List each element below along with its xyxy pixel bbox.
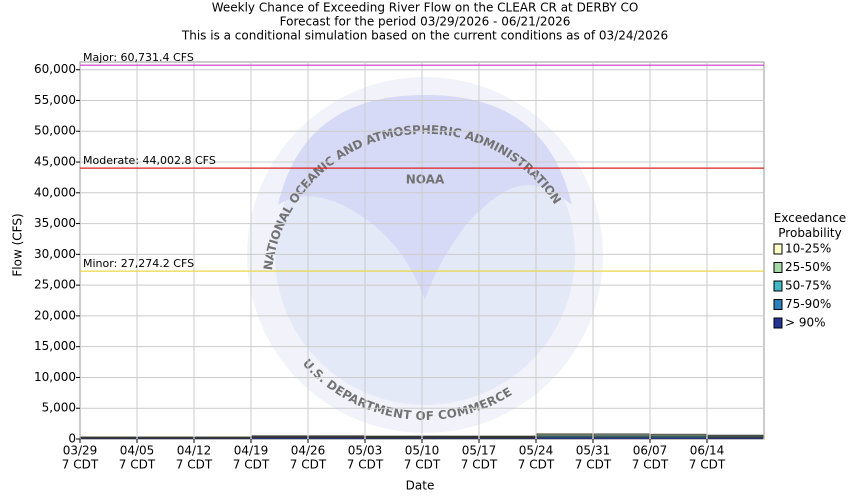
x-tick-label: 05/24 (519, 444, 554, 458)
x-tick-label: 04/12 (177, 444, 212, 458)
bar-segment (707, 434, 764, 436)
threshold-label: Minor: 27,274.2 CFS (83, 257, 194, 270)
x-tick-label: 7 CDT (347, 458, 384, 472)
subtitle: Forecast for the period 03/29/2026 - 06/… (280, 15, 571, 29)
bar-segment (479, 435, 536, 437)
bar-segment (650, 433, 707, 436)
x-tick-label: 7 CDT (632, 458, 669, 472)
legend-label: > 90% (785, 316, 826, 330)
x-tick-label: 05/31 (576, 444, 611, 458)
y-tick-label: 50,000 (34, 124, 76, 138)
bar-segment (422, 435, 479, 437)
threshold-label: Major: 60,731.4 CFS (83, 51, 194, 64)
bar-segment (308, 435, 365, 437)
x-tick-label: 06/07 (633, 444, 668, 458)
y-axis-label: Flow (CFS) (11, 213, 25, 276)
legend-label: 25-50% (785, 260, 831, 274)
y-tick-label: 15,000 (34, 339, 76, 353)
x-tick-label: 7 CDT (119, 458, 156, 472)
x-tick-label: 04/05 (120, 444, 155, 458)
bar-segment (593, 433, 650, 435)
y-tick-label: 45,000 (34, 155, 76, 169)
y-tick-label: 55,000 (34, 93, 76, 107)
legend-swatch (773, 299, 783, 310)
x-tick-label: 7 CDT (176, 458, 213, 472)
x-tick-label: 05/03 (348, 444, 383, 458)
y-tick-label: 10,000 (34, 370, 76, 384)
y-tick-label: 20,000 (34, 308, 76, 322)
x-tick-label: 7 CDT (575, 458, 612, 472)
subtitle: This is a conditional simulation based o… (181, 29, 668, 43)
bar-segment (80, 436, 137, 438)
bar-segment (536, 433, 593, 435)
x-tick-label: 7 CDT (290, 458, 327, 472)
legend-label: 10-25% (785, 242, 831, 256)
x-tick-label: 03/29 (63, 444, 98, 458)
x-tick-label: 05/17 (462, 444, 497, 458)
bar-segment (365, 435, 422, 437)
x-tick-label: 04/26 (291, 444, 326, 458)
y-tick-label: 5,000 (42, 401, 76, 415)
bar-segment (137, 436, 194, 438)
x-tick-label: 7 CDT (62, 458, 99, 472)
legend-swatch (773, 317, 783, 329)
legend-swatch (773, 280, 783, 292)
title: Weekly Chance of Exceeding River Flow on… (212, 1, 639, 15)
y-tick-label: 0 (68, 432, 76, 446)
watermark-logo: NOAA (406, 173, 445, 187)
y-tick-label: 35,000 (34, 216, 76, 230)
x-tick-label: 04/19 (234, 444, 269, 458)
watermark: NATIONAL OCEANIC AND ATMOSPHERIC ADMINIS… (247, 77, 603, 433)
x-tick-label: 7 CDT (404, 458, 441, 472)
legend-title: Exceedance Probability (773, 211, 847, 240)
y-tick-label: 25,000 (34, 278, 76, 292)
legend-label: 50-75% (785, 279, 831, 293)
x-tick-label: 05/10 (405, 444, 440, 458)
x-tick-label: 06/14 (690, 444, 725, 458)
bar-segment (251, 435, 308, 437)
bar-segment (194, 436, 251, 438)
legend-label: 75-90% (785, 297, 831, 311)
x-tick-label: 7 CDT (689, 458, 726, 472)
x-tick-label: 7 CDT (518, 458, 555, 472)
y-tick-label: 60,000 (34, 62, 76, 76)
x-tick-label: 7 CDT (233, 458, 270, 472)
threshold-label: Moderate: 44,002.8 CFS (83, 154, 216, 167)
y-tick-label: 40,000 (34, 185, 76, 199)
legend-swatch (773, 243, 783, 255)
legend-swatch (773, 262, 783, 273)
x-tick-label: 7 CDT (461, 458, 498, 472)
x-axis-label: Date (406, 479, 435, 493)
y-tick-label: 30,000 (34, 247, 76, 261)
